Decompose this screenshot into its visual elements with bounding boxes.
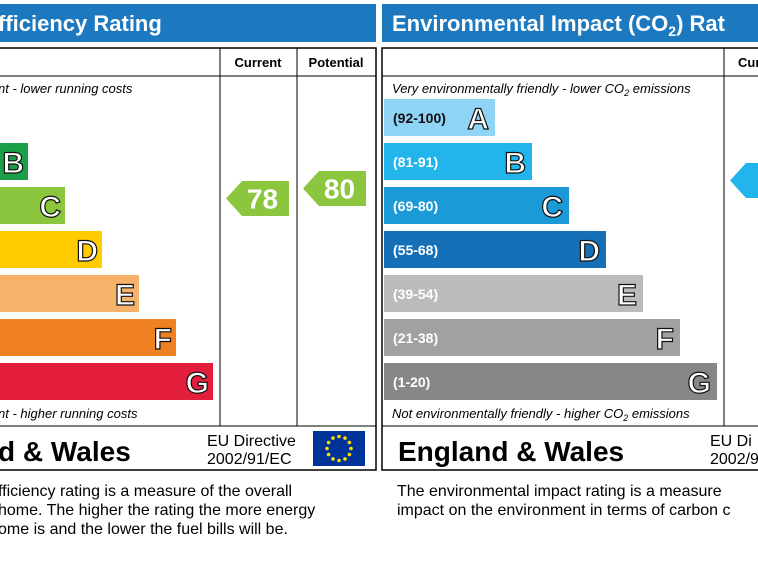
- band-bar: [384, 319, 680, 356]
- region: d & Wales: [0, 436, 131, 467]
- rating-arrow: [730, 163, 758, 198]
- eu-star: [343, 436, 347, 440]
- header-bar: [0, 4, 376, 42]
- explanation: ome is and the lower the fuel bills will…: [0, 521, 288, 538]
- band-range: (55-68): [393, 242, 438, 258]
- band-letter: B: [504, 147, 526, 180]
- band-letter: A: [467, 103, 489, 136]
- band-bar: [384, 231, 606, 268]
- eu-star: [331, 436, 335, 440]
- band-bar: [0, 231, 102, 268]
- directive: 2002/91/EC: [207, 451, 292, 468]
- band-letter: G: [688, 367, 711, 400]
- top-note: Very environmentally friendly - lower CO…: [392, 81, 691, 98]
- band-letter: C: [39, 191, 61, 224]
- band-letter: F: [656, 323, 674, 356]
- band-letter: E: [617, 279, 637, 312]
- note-part: Not environmentally friendly - higher CO: [392, 406, 623, 421]
- band-letter: B: [2, 147, 24, 180]
- eu-star: [347, 452, 352, 457]
- panel-title: Environmental Impact (CO2) Rat: [392, 11, 726, 39]
- explanation: home. The higher the rating the more ene…: [0, 502, 315, 519]
- rating-value: 78: [247, 184, 278, 215]
- explanation: The environmental impact rating is a mea…: [397, 483, 722, 500]
- table-frame: [381, 47, 758, 471]
- band-letter: G: [186, 367, 209, 400]
- bottom-note: Not environmentally friendly - higher CO…: [392, 406, 690, 423]
- column-header: Potential: [309, 55, 364, 70]
- band-bar: [384, 187, 569, 224]
- column-header: Current: [235, 55, 283, 70]
- directive: 2002/9: [710, 451, 758, 468]
- band-bar: [384, 363, 717, 400]
- explanation: fficiency rating is a measure of the ove…: [0, 483, 292, 500]
- title-subscript: 2: [668, 23, 676, 39]
- band-letter: C: [541, 191, 563, 224]
- band-bar: [0, 143, 28, 180]
- directive: EU Directive: [207, 433, 296, 450]
- header-bar: [382, 4, 758, 42]
- band-range: (1-20): [393, 374, 430, 390]
- region: England & Wales: [398, 436, 624, 467]
- title-part: Environmental Impact (CO: [392, 11, 668, 36]
- band-range: (21-38): [393, 330, 438, 346]
- eu-star: [326, 452, 331, 457]
- top-note: nt - lower running costs: [0, 81, 133, 96]
- band-bar: [0, 363, 213, 400]
- band-bar: [0, 187, 65, 224]
- title-part: ) Rat: [676, 11, 726, 36]
- band-letter: D: [76, 235, 98, 268]
- rating-arrow: [303, 171, 366, 206]
- band-bar: [0, 319, 176, 356]
- band-letter: F: [154, 323, 172, 356]
- note-part: emissions: [629, 81, 691, 96]
- band-bar: [384, 143, 532, 180]
- band-range: (92-100): [393, 110, 446, 126]
- directive: EU Di: [710, 433, 752, 450]
- table-frame: [0, 47, 377, 471]
- eu-star: [343, 457, 347, 461]
- rating-value: 80: [324, 174, 355, 205]
- band-bar: [384, 275, 643, 312]
- band-range: (81-91): [393, 154, 438, 170]
- note-part: emissions: [628, 406, 690, 421]
- note-subscript: 2: [622, 413, 628, 423]
- eu-star: [331, 457, 335, 461]
- eu-star: [349, 446, 353, 451]
- panel-title: fficiency Rating: [0, 11, 162, 36]
- band-letter: D: [578, 235, 600, 268]
- eu-star: [326, 440, 331, 445]
- band-range: (69-80): [393, 198, 438, 214]
- band-range: (39-54): [393, 286, 438, 302]
- rating-arrow: [226, 181, 289, 216]
- column-header: Cur: [738, 55, 758, 70]
- band-bar: [384, 99, 495, 136]
- band-letter: E: [115, 279, 135, 312]
- eu-star: [325, 446, 329, 451]
- eu-star: [337, 434, 341, 439]
- explanation: impact on the environment in terms of ca…: [397, 502, 731, 519]
- eu-star: [337, 458, 341, 463]
- note-part: Very environmentally friendly - lower CO: [392, 81, 624, 96]
- bottom-note: nt - higher running costs: [0, 406, 138, 421]
- note-subscript: 2: [623, 88, 629, 98]
- eu-star: [347, 440, 352, 445]
- eu-stars: [325, 434, 353, 463]
- band-bar: [0, 275, 139, 312]
